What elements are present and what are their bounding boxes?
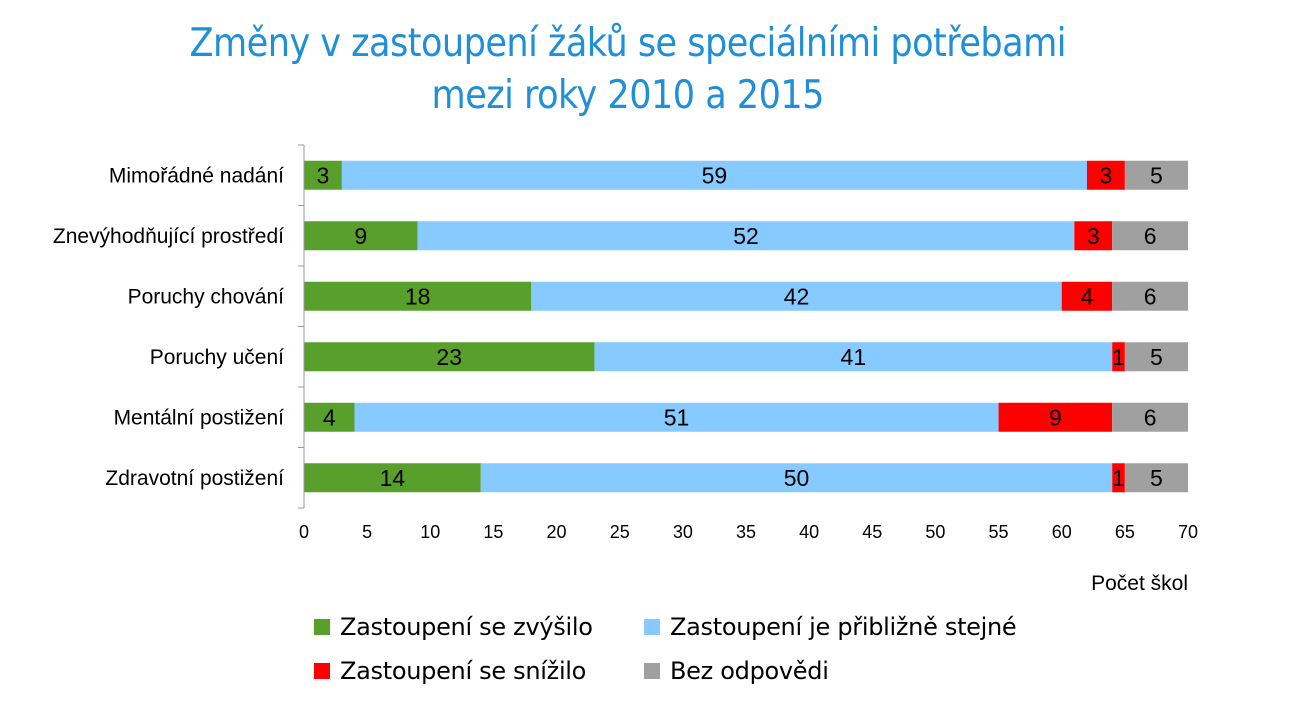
data-label-znevyhodnujici-prostredi-s3: 6	[1144, 223, 1157, 249]
data-label-znevyhodnujici-prostredi-s2: 3	[1087, 223, 1100, 249]
legend-swatch-decreased	[314, 663, 330, 679]
x-tick-label-45: 45	[862, 522, 882, 542]
data-label-mentalni-postizeni-s2: 9	[1049, 404, 1062, 430]
bar-znevyhodnujici-prostredi-s1	[417, 221, 1075, 251]
data-label-poruchy-uceni-s1: 41	[841, 344, 867, 370]
data-label-mentalni-postizeni-s3: 6	[1144, 404, 1157, 430]
x-tick-label-30: 30	[673, 522, 693, 542]
legend-label-decreased: Zastoupení se snížilo	[340, 657, 587, 685]
bar-poruchy-chovani-s1	[531, 281, 1062, 311]
bar-mimoradne-nadani-s1	[341, 160, 1087, 190]
x-tick-label-20: 20	[547, 522, 567, 542]
bar-poruchy-chovani-s3	[1112, 281, 1188, 311]
bar-mentalni-postizeni-s1	[354, 402, 999, 432]
data-labels-layer: 3 59 3 59 52 3 618 42 4 623 41 1 54 51 9 614 50 1 5	[317, 162, 1163, 491]
legend-item-no-answer: Bez odpovědi	[644, 652, 1064, 690]
data-label-zdravotni-postizeni-s3: 5	[1150, 465, 1163, 491]
x-tick-label-25: 25	[610, 522, 630, 542]
bar-zdravotni-postizeni-s2	[1112, 463, 1125, 493]
x-tick-label-70: 70	[1178, 522, 1198, 542]
bar-mentalni-postizeni-s0	[304, 402, 355, 432]
bar-zdravotni-postizeni-s1	[480, 463, 1113, 493]
bar-poruchy-chovani-s2	[1061, 281, 1113, 311]
category-label-zdravotni-postizeni: Zdravotní postižení	[105, 467, 284, 490]
legend-item-increased: Zastoupení se zvýšilo	[314, 608, 632, 646]
data-label-mimoradne-nadani-s2: 3	[1100, 162, 1113, 188]
bar-poruchy-uceni-s0	[304, 342, 595, 372]
data-label-poruchy-chovani-s3: 6	[1144, 283, 1157, 309]
legend: Zastoupení se zvýšilo Zastoupení je přib…	[314, 608, 1074, 690]
data-label-znevyhodnujici-prostredi-s0: 9	[354, 223, 367, 249]
chart-title: Změny v zastoupení žáků se speciálními p…	[0, 18, 1256, 122]
x-tick-label-50: 50	[925, 522, 945, 542]
data-label-mimoradne-nadani-s1: 59	[702, 162, 728, 188]
category-label-mimoradne-nadani: Mimořádné nadání	[109, 164, 284, 187]
legend-label-no-answer: Bez odpovědi	[670, 657, 829, 685]
bar-mimoradne-nadani-s0	[304, 160, 342, 190]
bars-layer	[304, 160, 1188, 493]
bar-zdravotni-postizeni-s3	[1124, 463, 1188, 493]
data-label-mimoradne-nadani-s0: 3	[317, 162, 330, 188]
bar-znevyhodnujici-prostredi-s2	[1074, 221, 1113, 251]
x-tick-label-15: 15	[483, 522, 503, 542]
x-tick-label-35: 35	[736, 522, 756, 542]
x-axis-title: Počet škol	[1091, 572, 1188, 595]
data-label-poruchy-uceni-s2: 1	[1112, 344, 1125, 370]
data-label-mentalni-postizeni-s0: 4	[323, 404, 336, 430]
x-tick-label-10: 10	[420, 522, 440, 542]
bar-znevyhodnujici-prostredi-s3	[1112, 221, 1188, 251]
bar-znevyhodnujici-prostredi-s0	[304, 221, 418, 251]
data-label-poruchy-uceni-s3: 5	[1150, 344, 1163, 370]
legend-label-increased: Zastoupení se zvýšilo	[340, 613, 593, 641]
data-label-poruchy-chovani-s1: 42	[784, 283, 810, 309]
bar-mentalni-postizeni-s2	[998, 402, 1113, 432]
data-label-poruchy-uceni-s0: 23	[436, 344, 462, 370]
bar-mimoradne-nadani-s2	[1086, 160, 1125, 190]
data-label-zdravotni-postizeni-s2: 1	[1112, 465, 1125, 491]
legend-swatch-increased	[314, 619, 330, 635]
x-tick-label-40: 40	[799, 522, 819, 542]
category-label-znevyhodnujici-prostredi: Znevýhodňující prostředí	[53, 225, 284, 248]
data-label-mimoradne-nadani-s3: 5	[1150, 162, 1163, 188]
legend-item-decreased: Zastoupení se snížilo	[314, 652, 632, 690]
category-label-mentalni-postizeni: Mentální postižení	[114, 406, 285, 429]
legend-item-same: Zastoupení je přibližně stejné	[644, 608, 1064, 646]
x-tick-label-5: 5	[362, 522, 372, 542]
bar-poruchy-chovani-s0	[304, 281, 532, 311]
bar-poruchy-uceni-s2	[1112, 342, 1125, 372]
data-label-zdravotni-postizeni-s1: 50	[784, 465, 810, 491]
legend-label-same: Zastoupení je přibližně stejné	[670, 613, 1017, 641]
legend-swatch-same	[644, 619, 660, 635]
x-tick-label-55: 55	[989, 522, 1009, 542]
data-label-poruchy-chovani-s0: 18	[405, 283, 431, 309]
x-tick-label-60: 60	[1052, 522, 1072, 542]
x-tick-label-0: 0	[299, 522, 309, 542]
bar-poruchy-uceni-s1	[594, 342, 1113, 372]
data-label-znevyhodnujici-prostredi-s1: 52	[733, 223, 759, 249]
category-label-poruchy-chovani: Poruchy chování	[128, 285, 285, 308]
axis-layer: Mimořádné nadání Znevýhodňující prostředí…	[53, 144, 1198, 542]
chart-title-line-1: Změny v zastoupení žáků se speciálními p…	[189, 21, 1067, 66]
bar-mentalni-postizeni-s3	[1112, 402, 1188, 432]
bar-zdravotni-postizeni-s0	[304, 463, 481, 493]
bar-mimoradne-nadani-s3	[1124, 160, 1188, 190]
data-label-zdravotni-postizeni-s0: 14	[380, 465, 406, 491]
legend-swatch-no-answer	[644, 663, 660, 679]
data-label-poruchy-chovani-s2: 4	[1081, 283, 1094, 309]
data-label-mentalni-postizeni-s1: 51	[664, 404, 690, 430]
chart-title-line-2: mezi roky 2010 a 2015	[431, 73, 825, 118]
category-label-poruchy-uceni: Poruchy učení	[150, 346, 284, 369]
bar-poruchy-uceni-s3	[1124, 342, 1188, 372]
x-tick-label-65: 65	[1115, 522, 1135, 542]
